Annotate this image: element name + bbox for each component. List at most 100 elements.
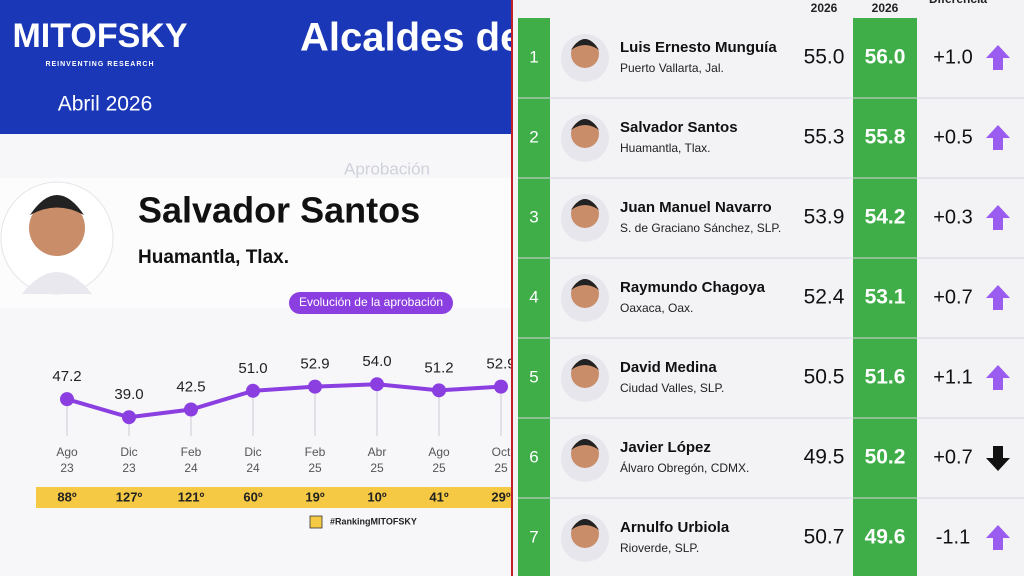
arrow-up [986,205,1010,230]
rank: 7 [529,527,538,546]
current: 55.8 [865,126,906,149]
photo-hair [571,119,599,130]
place: Puerto Vallarta, Jal. [620,61,724,75]
photo-hair [571,39,599,50]
point [370,377,384,392]
subtitle-pill [289,292,453,314]
photo-hair [571,279,599,290]
arrow-up [986,365,1010,390]
rank-column [518,18,550,576]
place: Oaxaca, Oax. [620,301,693,315]
x-tick-label: Oct [492,445,511,459]
value-label: 54.0 [362,353,391,370]
photo-hair [571,199,599,210]
rank-label: 88º [57,489,76,504]
x-tick-year: 25 [494,461,508,475]
rank: 1 [529,47,538,66]
ranking-table: 2026 2026 Diferencia 1 Luis Ernesto Munguía P… [518,0,1024,562]
previous: 55.0 [804,46,845,69]
profile-name: Salvador Santos [138,190,420,231]
value-label: 51.0 [238,360,267,377]
point [308,379,322,394]
current: 49.6 [865,526,906,549]
name: Javier López [620,439,711,456]
header-band [0,0,511,134]
x-tick-label: Feb [181,445,202,459]
photo-face [571,440,599,468]
previous: 52.4 [804,286,845,309]
current: 50.2 [865,446,906,469]
current: 51.6 [865,366,906,389]
previous: 50.7 [804,526,845,549]
photo-face [29,200,85,256]
rank-band [36,487,511,508]
photo-hair [571,519,599,530]
rank-label: 10º [367,489,386,504]
arrow-up [986,125,1010,150]
rank-label: 121º [178,489,205,504]
date: Abril 2026 [58,93,153,116]
value-label: 47.2 [52,368,81,385]
value-label: 52.9 [486,356,515,373]
place: Álvaro Obregón, CDMX. [620,460,749,475]
value-label: 51.2 [424,359,453,376]
photo-face [571,40,599,68]
x-tick-year: 24 [246,461,260,475]
rank: 2 [529,127,538,146]
name: Salvador Santos [620,119,738,136]
difference: +0.5 [933,126,972,148]
previous: 53.9 [804,206,845,229]
arrow-up [986,45,1010,70]
point [60,392,74,407]
rank: 5 [529,367,538,386]
difference: +1.0 [933,46,972,68]
x-tick-label: Ago [56,445,78,459]
photo-face [571,520,599,548]
current: 56.0 [865,46,906,69]
name: Raymundo Chagoya [620,279,766,296]
legend-swatch [309,515,323,529]
point [184,402,198,417]
x-tick-label: Dic [244,445,261,459]
line-chart: 47.2 Ago 23 88º 39.0 Dic 23 127º 42.5 Feb 24 121º 51… [36,353,515,529]
x-tick-year: 23 [60,461,74,475]
value-label: 42.5 [176,378,205,395]
point [432,383,446,398]
logo: MITOFSKY [12,17,187,55]
value-label: 39.0 [114,386,143,403]
photo-face [571,200,599,228]
difference: +0.3 [933,206,972,228]
tagline: REINVENTING RESEARCH [45,61,154,68]
previous: 49.5 [804,446,845,469]
x-tick-label: Abr [368,445,387,459]
column-header: 2026 [811,1,838,15]
difference: +1.1 [933,366,972,388]
x-tick-year: 25 [308,461,322,475]
photo-hair [571,439,599,450]
profile-location: Huamantla, Tlax. [138,247,289,268]
rank: 3 [529,207,538,226]
previous: 50.5 [804,366,845,389]
faint-label: Aprobación [344,159,430,178]
place: Rioverde, SLP. [620,541,699,555]
name: Juan Manuel Navarro [620,199,772,216]
current: 54.2 [865,206,906,229]
point [494,379,508,394]
difference: +0.7 [933,446,972,468]
difference: +0.7 [933,286,972,308]
column-header: 2026 [872,1,899,15]
name: Arnulfo Urbiola [620,519,730,536]
line [66,382,502,420]
rank-label: 41º [429,489,448,504]
arrow-up [986,525,1010,550]
photo-face [571,280,599,308]
title: Alcaldes de [300,16,522,60]
arrow-up [986,285,1010,310]
photo-face [571,120,599,148]
point [122,410,136,425]
point [246,383,260,398]
rank-label: 19º [305,489,324,504]
photo-hair [571,359,599,370]
